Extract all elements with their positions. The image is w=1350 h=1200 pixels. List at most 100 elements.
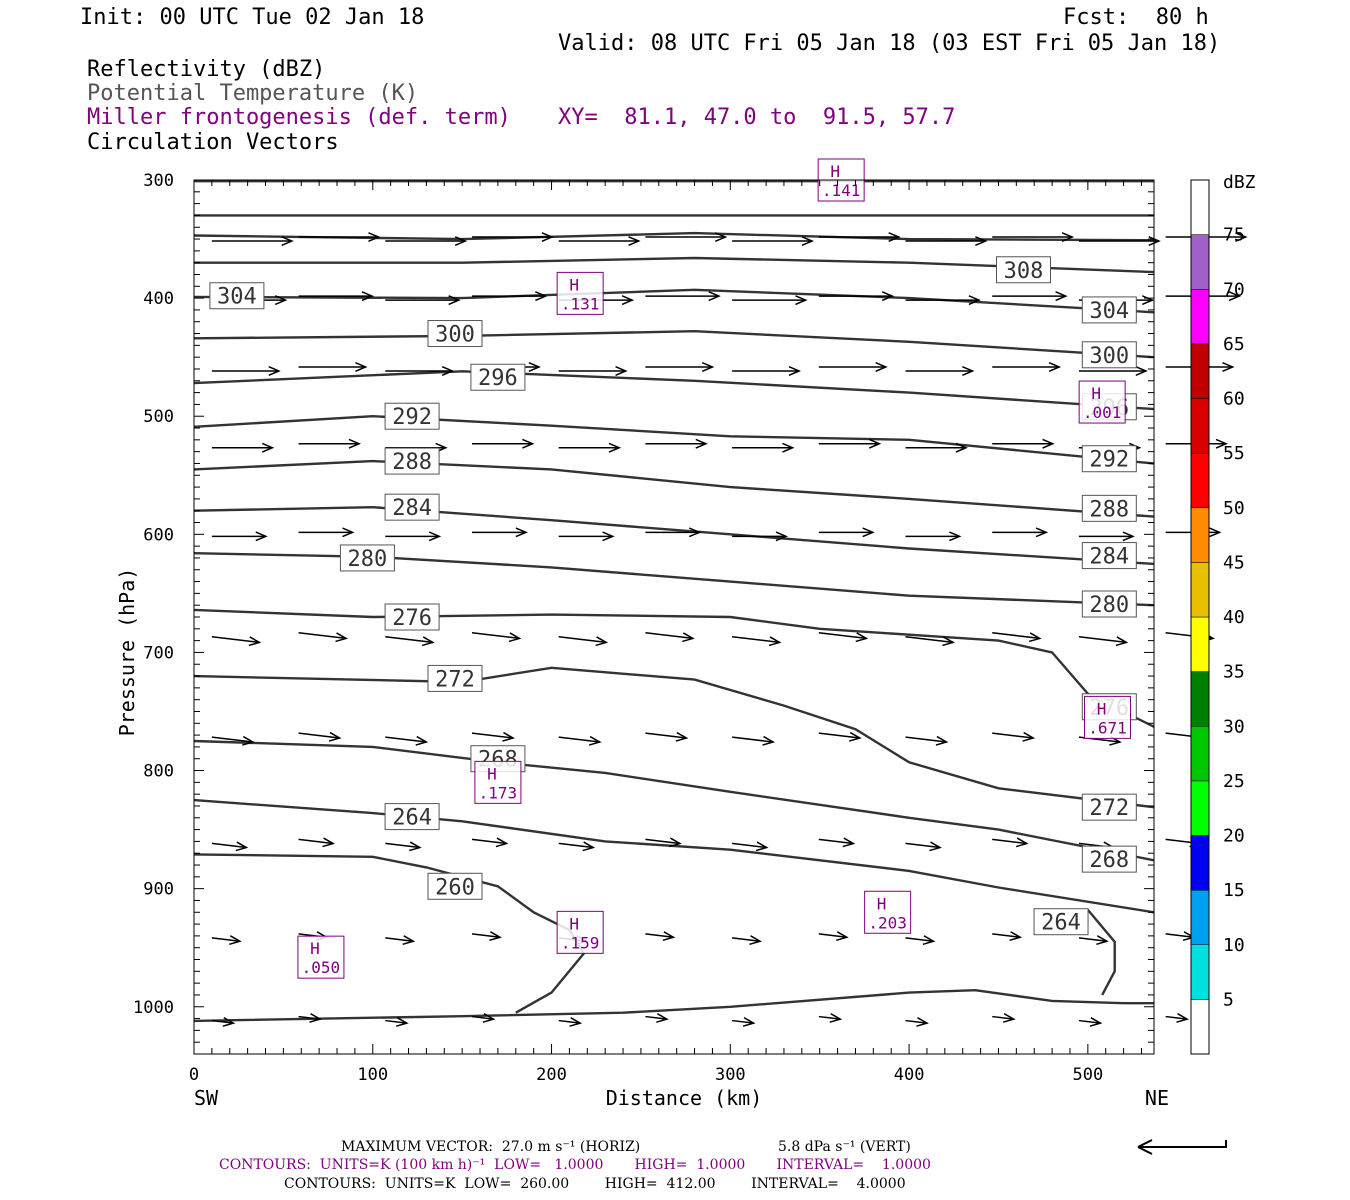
circulation-vector bbox=[992, 438, 1055, 449]
circulation-vector bbox=[558, 365, 628, 376]
valid-time: Valid: 08 UTC Fri 05 Jan 18 (03 EST Fri … bbox=[558, 31, 1221, 56]
contour-label-box bbox=[1081, 793, 1137, 821]
frontogenesis-max-label: H bbox=[310, 939, 320, 958]
circulation-vector bbox=[298, 291, 375, 302]
circulation-vector bbox=[818, 438, 882, 449]
contour-label-304: 304 bbox=[217, 285, 257, 310]
contour-label-264: 264 bbox=[1041, 911, 1081, 936]
circulation-vector bbox=[471, 731, 515, 742]
y-tick-label: 500 bbox=[143, 407, 174, 427]
colorbar-level-50: 50 bbox=[1223, 498, 1245, 519]
circulation-vector bbox=[211, 365, 281, 376]
circulation-vector bbox=[645, 837, 682, 848]
x-tick-label: 200 bbox=[536, 1065, 567, 1085]
y-tick-label: 300 bbox=[143, 171, 174, 191]
circulation-vector bbox=[1165, 1013, 1190, 1023]
colorbar-level-20: 20 bbox=[1223, 826, 1245, 847]
circulation-vector bbox=[558, 236, 641, 247]
circulation-vector bbox=[645, 1013, 669, 1023]
frontogenesis-max-box bbox=[864, 890, 912, 934]
contour-label-300: 300 bbox=[1089, 344, 1129, 369]
colorbar-unit: dBZ bbox=[1223, 172, 1256, 193]
circulation-vector bbox=[385, 635, 435, 647]
contour-label-308: 308 bbox=[1004, 259, 1044, 284]
circulation-vector bbox=[818, 731, 862, 742]
circulation-vector bbox=[905, 735, 949, 746]
contour-label-268: 268 bbox=[1089, 848, 1129, 873]
frontogenesis-max-label: H bbox=[877, 894, 887, 913]
circulation-vector bbox=[818, 232, 901, 243]
circulation-vector bbox=[385, 841, 422, 852]
colorbar-level-10: 10 bbox=[1223, 935, 1245, 956]
colorbar-level-5: 5 bbox=[1223, 989, 1234, 1010]
colorbar-level-15: 15 bbox=[1223, 880, 1245, 901]
circulation-vector bbox=[471, 438, 535, 449]
circulation-vector bbox=[992, 731, 1036, 742]
circulation-vector bbox=[905, 236, 988, 247]
colorbar-level-35: 35 bbox=[1223, 662, 1245, 683]
circulation-vector bbox=[385, 1017, 409, 1027]
circulation-vector bbox=[385, 295, 461, 306]
circulation-vector bbox=[385, 735, 429, 746]
circulation-vector bbox=[1078, 531, 1135, 542]
circulation-vector bbox=[211, 1017, 236, 1027]
colorbar-level-45: 45 bbox=[1223, 552, 1245, 573]
colorbar-level-25: 25 bbox=[1223, 771, 1245, 792]
contour-label-292: 292 bbox=[392, 405, 432, 430]
frontogenesis-max-value: .159 bbox=[561, 933, 600, 952]
x-tick-label: 100 bbox=[357, 1065, 388, 1085]
circulation-vector bbox=[298, 438, 362, 449]
init-time: Init: 00 UTC Tue 02 Jan 18 bbox=[80, 5, 425, 30]
frontogenesis-max-value: .131 bbox=[561, 294, 600, 313]
colorbar-segment-65 bbox=[1190, 289, 1210, 345]
circulation-vector bbox=[992, 837, 1029, 848]
contour-label-box bbox=[1081, 845, 1137, 873]
colorbar-segment-20 bbox=[1190, 780, 1210, 836]
circulation-vector bbox=[732, 935, 763, 946]
contour-label-280: 280 bbox=[1089, 593, 1129, 618]
circulation-vector bbox=[905, 935, 936, 946]
theta-contour-296 bbox=[193, 370, 1155, 411]
frontogenesis-max-value: .141 bbox=[822, 181, 861, 200]
colorbar-segment-25 bbox=[1190, 726, 1210, 782]
circulation-vector bbox=[905, 531, 962, 542]
left-end-label: SW bbox=[194, 1086, 219, 1110]
circulation-vector bbox=[732, 735, 776, 746]
colorbar-level-70: 70 bbox=[1223, 279, 1245, 300]
circulation-vector bbox=[211, 236, 294, 247]
theta-contour-labels: 3083043043003002962962922922882882842842… bbox=[209, 256, 1137, 936]
y-tick-label: 900 bbox=[143, 880, 174, 900]
circulation-vector bbox=[992, 631, 1042, 643]
circulation-vector bbox=[645, 631, 695, 643]
theta-contour-292 bbox=[193, 414, 1155, 465]
theta-contour-268 bbox=[193, 739, 1155, 862]
colorbar-segment-below-5 bbox=[1190, 999, 1210, 1055]
circulation-vector bbox=[298, 361, 368, 372]
circulation-vector bbox=[471, 931, 502, 942]
colorbar-segment-40 bbox=[1190, 562, 1210, 618]
contour-label-260: 260 bbox=[435, 875, 475, 900]
contour-label-280: 280 bbox=[348, 547, 388, 572]
colorbar-segment-60 bbox=[1190, 343, 1210, 399]
contour-label-288: 288 bbox=[1089, 497, 1129, 522]
contour-label-box bbox=[1081, 494, 1137, 522]
frontogenesis-max-box bbox=[297, 935, 345, 979]
contour-label-288: 288 bbox=[392, 450, 432, 475]
circulation-vector bbox=[732, 635, 782, 647]
right-end-label: NE bbox=[1145, 1086, 1169, 1110]
circulation-vector bbox=[992, 361, 1062, 372]
x-tick-label: 400 bbox=[894, 1065, 925, 1085]
circulation-vector bbox=[211, 531, 268, 542]
circulation-vector bbox=[471, 631, 522, 643]
circulation-vector bbox=[732, 295, 808, 306]
y-tick-label: 600 bbox=[143, 525, 174, 545]
contour-label-box bbox=[209, 282, 265, 310]
circulation-vector bbox=[732, 841, 769, 852]
colorbar-segment-50 bbox=[1190, 452, 1210, 508]
circulation-vector bbox=[211, 442, 275, 453]
colorbar-level-40: 40 bbox=[1223, 607, 1245, 628]
circulation-vector bbox=[732, 365, 802, 376]
frontogenesis-max-label: H bbox=[830, 162, 840, 181]
field-theta: Potential Temperature (K) bbox=[87, 81, 419, 106]
